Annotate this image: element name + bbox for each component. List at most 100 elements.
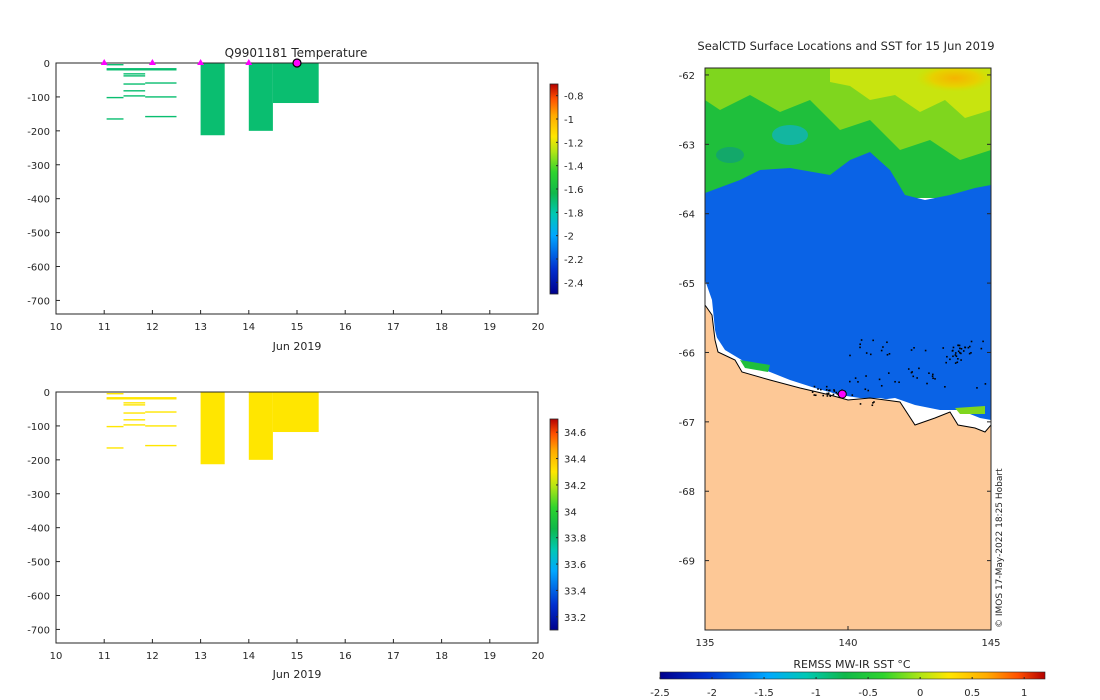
- sst-map-panel: SealCTD Surface Locations and SST for 15…: [650, 39, 1046, 699]
- colorbar-tick-label: -0.8: [564, 92, 584, 103]
- colorbar-tick-label: 33.6: [564, 560, 586, 571]
- y-tick-label: -400: [27, 195, 50, 206]
- colorbar-tick-label: -1.4: [564, 162, 584, 173]
- ctd-location: [817, 388, 819, 390]
- profile-sample: [106, 96, 124, 99]
- ctd-location: [934, 378, 936, 380]
- profile-sample: [123, 83, 146, 85]
- sst-cool-patch-2: [716, 147, 744, 163]
- coastal-strip: [740, 360, 770, 372]
- ctd-location: [956, 361, 959, 364]
- x-tick-label: 10: [50, 322, 63, 333]
- profile-sample: [106, 425, 124, 428]
- x-tick-label: 14: [242, 322, 255, 333]
- sst-colorbar-tick-label: -2: [707, 688, 717, 699]
- ctd-location: [932, 373, 934, 376]
- colorbar-tick-label: 34: [564, 507, 577, 518]
- lat-tick-label: -69: [679, 557, 695, 568]
- profile-sample: [123, 95, 146, 97]
- day-marker: [245, 59, 253, 65]
- ctd-location: [960, 347, 963, 350]
- ctd-location: [910, 371, 913, 374]
- ctd-location: [886, 341, 888, 344]
- ctd-location: [959, 351, 961, 354]
- x-tick-label: 19: [483, 651, 496, 662]
- profile-sample: [106, 392, 124, 395]
- map-latitude-axis: -62 -63 -64 -65 -66 -67 -68 -69: [679, 71, 991, 568]
- ctd-location: [873, 401, 875, 403]
- profile-sample: [145, 82, 177, 84]
- ctd-location: [833, 389, 835, 391]
- profile-cell: [272, 392, 319, 433]
- profile-sample: [106, 63, 124, 66]
- profile-sample: [123, 412, 146, 414]
- sst-colorbar-tick-label: 0.5: [964, 688, 980, 699]
- sst-colorbar-tick-label: -1: [811, 688, 821, 699]
- profile-sample: [106, 68, 177, 70]
- salinity-colorbar: [549, 418, 559, 631]
- sst-colorbar-tick-label: -1.5: [754, 688, 774, 699]
- colorbar-tick-label: 34.6: [564, 428, 586, 439]
- y-tick-label: -100: [27, 93, 50, 104]
- sst-colorbar-tick-label: 0: [917, 688, 923, 699]
- y-tick-label: -400: [27, 524, 50, 535]
- day-marker: [100, 59, 108, 65]
- x-tick-label: 20: [532, 651, 545, 662]
- ctd-location: [835, 391, 838, 394]
- profile-cell: [248, 63, 273, 131]
- ctd-location: [828, 389, 830, 392]
- ctd-location: [907, 368, 910, 370]
- ctd-location: [962, 350, 965, 352]
- colorbar-tick-label: -1.8: [564, 208, 584, 219]
- y-tick-label: -100: [27, 422, 50, 433]
- sst-warm-spot: [915, 68, 991, 92]
- salinity-xlabel: Jun 2019: [272, 668, 322, 681]
- profile-sample: [145, 115, 177, 118]
- temperature-colorbar-ticks: -0.8 -1 -1.2 -1.4 -1.6 -1.8 -2 -2.2 -2.4: [556, 92, 584, 289]
- temperature-x-axis: 10 11 12 13 14 15 16 17 18 19 20: [50, 310, 544, 333]
- sst-colorbar-label: REMSS MW-IR SST °C: [793, 658, 911, 671]
- ctd-location: [967, 346, 970, 349]
- profile-sample: [123, 73, 146, 75]
- ctd-location: [954, 362, 957, 364]
- ctd-location: [910, 349, 913, 351]
- salinity-profiles: [106, 392, 319, 465]
- lat-tick-label: -66: [679, 348, 695, 359]
- ctd-location: [952, 346, 955, 349]
- temperature-y-axis: 0 -100 -200 -300 -400 -500 -600 -700: [27, 59, 60, 307]
- day-marker: [197, 59, 205, 65]
- profile-sample: [145, 425, 177, 427]
- ctd-location: [860, 339, 863, 341]
- x-tick-label: 14: [242, 651, 255, 662]
- y-tick-label: -600: [27, 263, 50, 274]
- ctd-location: [849, 354, 851, 357]
- profile-sample: [106, 447, 124, 449]
- x-tick-label: 10: [50, 651, 63, 662]
- ctd-location: [932, 377, 934, 380]
- x-tick-label: 12: [146, 322, 159, 333]
- current-day-marker: [292, 58, 302, 68]
- x-tick-label: 13: [194, 651, 207, 662]
- ctd-location: [829, 395, 832, 397]
- ctd-location: [814, 394, 817, 397]
- lat-tick-label: -65: [679, 279, 695, 290]
- current-position-marker: [837, 389, 847, 399]
- colorbar-tick-label: 33.4: [564, 586, 586, 597]
- lat-tick-label: -64: [679, 210, 695, 221]
- ctd-location: [945, 361, 947, 364]
- x-tick-label: 17: [387, 651, 400, 662]
- ctd-location: [813, 385, 816, 388]
- profile-sample: [123, 424, 146, 426]
- map-title: SealCTD Surface Locations and SST for 15…: [697, 39, 994, 53]
- ctd-location: [880, 349, 883, 352]
- x-tick-label: 17: [387, 322, 400, 333]
- ctd-location: [826, 395, 829, 397]
- ctd-location: [957, 350, 960, 353]
- ctd-location: [867, 389, 870, 392]
- colorbar-tick-label: -1.2: [564, 138, 584, 149]
- ctd-location: [949, 358, 951, 361]
- y-tick-label: -500: [27, 558, 50, 569]
- ctd-location: [958, 344, 961, 347]
- ctd-location: [820, 388, 822, 391]
- x-tick-label: 19: [483, 322, 496, 333]
